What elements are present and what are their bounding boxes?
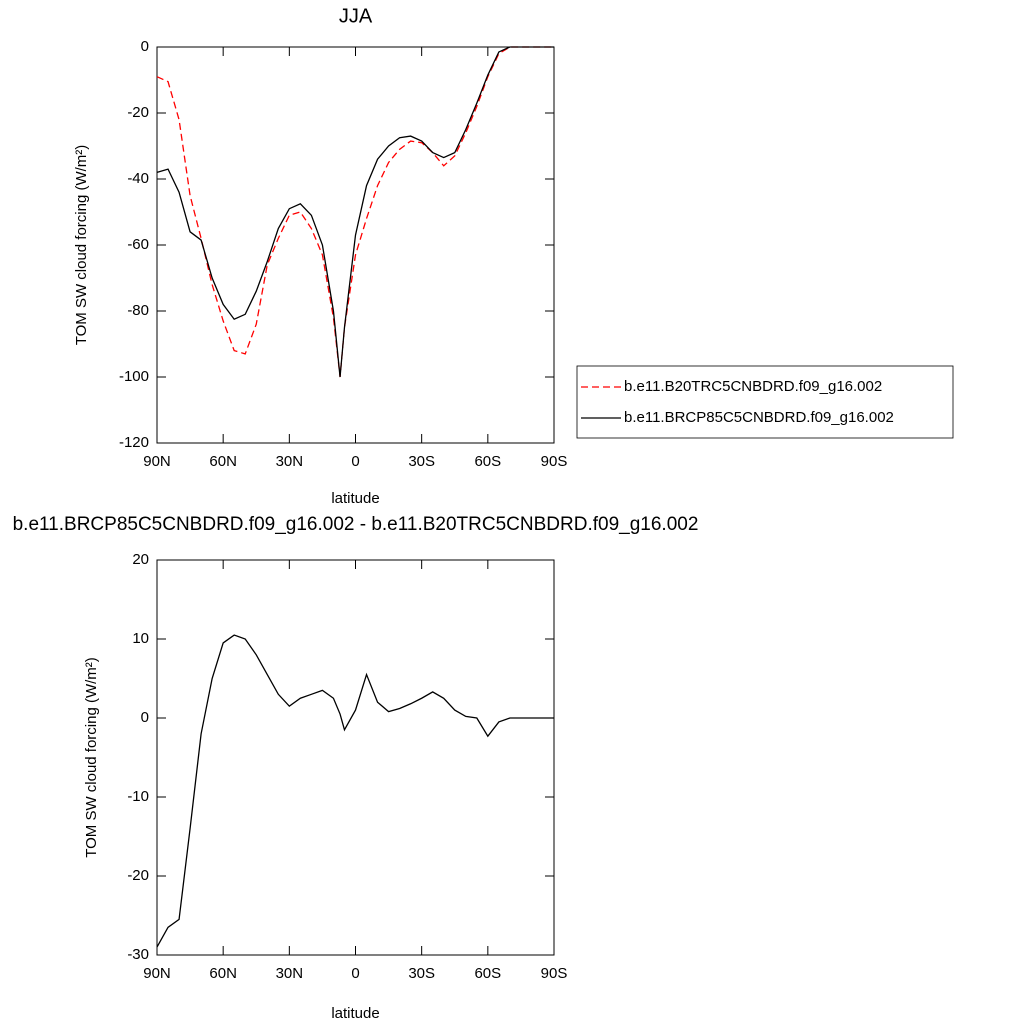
y-tick-label: -30 <box>127 946 149 963</box>
x-tick-label: 30N <box>276 965 304 982</box>
x-tick-label: 90N <box>143 965 171 982</box>
x-axis-label: latitude <box>331 1005 379 1022</box>
y-axis-label: TOM SW cloud forcing (W/m²) <box>83 657 100 858</box>
x-tick-label: 0 <box>351 453 359 470</box>
x-tick-label: 60N <box>209 965 237 982</box>
legend-label: b.e11.BRCP85C5CNBDRD.f09_g16.002 <box>624 409 894 426</box>
chart-title: b.e11.BRCP85C5CNBDRD.f09_g16.002 - b.e11… <box>13 514 699 535</box>
x-tick-label: 60S <box>474 965 501 982</box>
y-tick-label: -120 <box>119 434 149 451</box>
y-tick-label: -20 <box>127 867 149 884</box>
series-line <box>156 46 554 378</box>
x-tick-label: 90S <box>541 965 568 982</box>
x-tick-label: 30S <box>408 453 435 470</box>
series-line <box>156 634 554 948</box>
legend-label: b.e11.B20TRC5CNBDRD.f09_g16.002 <box>624 378 882 395</box>
x-tick-label: 0 <box>351 965 359 982</box>
x-tick-label: 60N <box>209 453 237 470</box>
chart-title: JJA <box>339 5 373 27</box>
plot-frame <box>156 46 555 444</box>
y-axis-label: TOM SW cloud forcing (W/m²) <box>73 145 90 346</box>
y-tick-label: -40 <box>127 170 149 187</box>
x-axis-label: latitude <box>331 490 379 507</box>
x-tick-label: 60S <box>474 453 501 470</box>
y-tick-label: -100 <box>119 368 149 385</box>
x-tick-label: 90N <box>143 453 171 470</box>
legend-box <box>576 365 954 439</box>
y-tick-label: -80 <box>127 302 149 319</box>
y-tick-label: -10 <box>127 788 149 805</box>
y-tick-label: 0 <box>141 38 149 55</box>
x-tick-label: 90S <box>541 453 568 470</box>
plot-frame <box>156 559 555 956</box>
y-tick-label: -20 <box>127 104 149 121</box>
series-line <box>156 46 554 378</box>
x-tick-label: 30S <box>408 965 435 982</box>
y-tick-label: 0 <box>141 709 149 726</box>
y-tick-label: 20 <box>132 551 149 568</box>
x-tick-label: 30N <box>276 453 304 470</box>
y-tick-label: 10 <box>132 630 149 647</box>
y-tick-label: -60 <box>127 236 149 253</box>
